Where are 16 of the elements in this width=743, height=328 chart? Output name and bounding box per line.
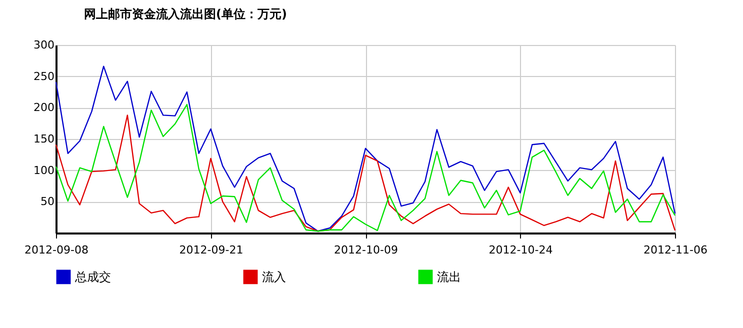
legend-label: 流出: [437, 270, 461, 284]
y-tick-label: 150: [34, 132, 54, 146]
y-tick-label: 300: [34, 38, 54, 52]
line-series: [55, 66, 676, 232]
y-tick-label: 50: [40, 195, 54, 208]
x-tick-label: 2012-11-06: [644, 244, 708, 256]
x-tick-label: 2012-09-08: [24, 244, 88, 256]
y-tick-label: 250: [34, 70, 54, 83]
x-tick-label: 2012-10-09: [334, 244, 398, 256]
x-tick-label: 2012-09-21: [179, 244, 244, 256]
y-tick-label: 200: [34, 101, 54, 114]
chart-title: 网上邮市资金流入流出图(单位：万元): [84, 7, 288, 21]
x-tick-label: 2012-10-24: [488, 244, 553, 256]
legend-label: 流入: [262, 270, 286, 284]
y-tick-label: 100: [34, 164, 54, 177]
legend-label: 总成交: [74, 270, 111, 284]
